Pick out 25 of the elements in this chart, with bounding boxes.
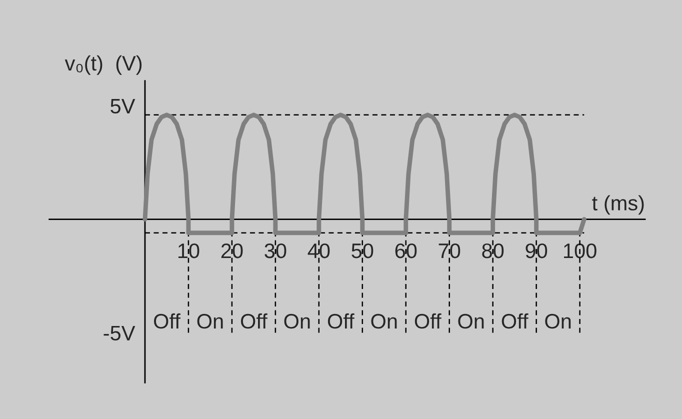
x-tick-label: 30 <box>264 243 286 258</box>
annotation: On <box>371 314 397 329</box>
annotation: Off <box>154 313 180 329</box>
x-tick-label: 100 <box>564 243 596 258</box>
y-tick-label: 5V <box>110 99 136 114</box>
annotation: Off <box>240 313 268 329</box>
x-tick-label: 40 <box>308 243 330 258</box>
x-tick-label: 90 <box>526 243 548 258</box>
y-tick-label: -5V <box>104 326 136 341</box>
annotation: On <box>284 314 310 329</box>
x-tick-label: 20 <box>221 243 243 258</box>
x-tick-label: 10 <box>178 243 200 258</box>
annotation: Off <box>328 313 354 329</box>
annotation: Off <box>414 313 442 329</box>
x-tick-label: 60 <box>395 243 417 258</box>
y-axis-title: v₀(t) (V) <box>64 55 142 75</box>
x-tick-label: 50 <box>352 243 374 258</box>
annotation: Off <box>502 313 528 329</box>
x-tick-label: 70 <box>438 243 460 258</box>
annotation: On <box>197 314 223 329</box>
x-axis-title: t (ms) <box>592 195 644 215</box>
annotation: On <box>545 314 571 329</box>
line-series <box>142 112 586 236</box>
annotation: On <box>458 314 484 329</box>
x-tick-label: 80 <box>482 243 504 258</box>
